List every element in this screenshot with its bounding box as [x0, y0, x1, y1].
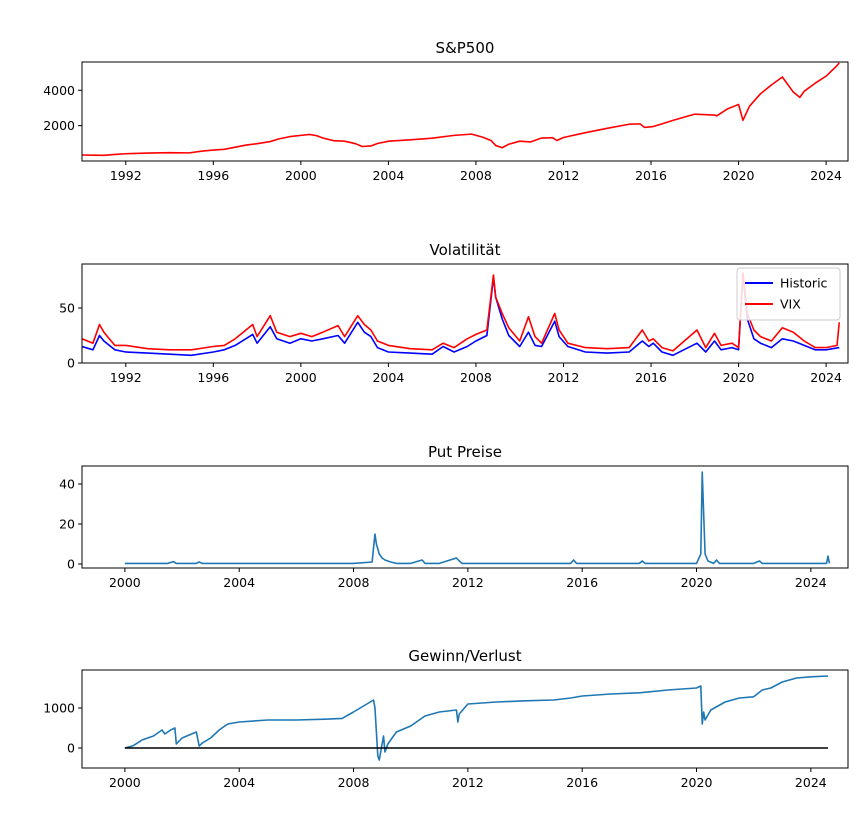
x-tick-label: 2004 — [223, 575, 255, 590]
chart-title: Put Preise — [428, 443, 502, 461]
legend: Historic VIX — [736, 267, 841, 321]
legend-box — [736, 267, 841, 321]
x-tick-label: 2024 — [795, 575, 827, 590]
y-tick-label: 0 — [67, 557, 75, 572]
subplot-3: Put Preise 2000 2004 2008 2012 2016 2020 2024 0 2… — [59, 443, 849, 590]
x-tick-label: 2020 — [723, 168, 755, 183]
x-tick-label: 2012 — [548, 370, 580, 385]
y-tick-label: 40 — [59, 477, 75, 492]
axes-frame — [81, 669, 849, 769]
x-tick-label: 2016 — [635, 370, 667, 385]
x-tick-label: 2012 — [452, 775, 484, 790]
series-group — [124, 471, 831, 565]
x-tick-label: 2000 — [109, 775, 141, 790]
x-tick-label: 2024 — [795, 775, 827, 790]
y-tick-label: 20 — [59, 517, 75, 532]
series-line-1 — [82, 62, 840, 157]
legend-entry: Historic — [780, 276, 828, 291]
x-tick-label: 2016 — [566, 575, 598, 590]
x-tick-label: 1996 — [197, 168, 229, 183]
x-tick-label: 2012 — [452, 575, 484, 590]
x-tick-label: 1992 — [110, 370, 142, 385]
axes-frame — [81, 465, 849, 569]
x-tick-label: 2020 — [723, 370, 755, 385]
x-tick-label: 2008 — [460, 370, 492, 385]
x-tick-label: 2004 — [372, 370, 404, 385]
legend-entry: VIX — [780, 297, 801, 312]
x-tick-label: 2024 — [810, 370, 842, 385]
x-tick-label: 2020 — [681, 775, 713, 790]
y-tick-label: 0 — [67, 741, 75, 756]
x-tick-label: 2000 — [285, 168, 317, 183]
series-line-vix — [82, 272, 841, 352]
x-tick-label: 2008 — [338, 775, 370, 790]
x-tick-label: 2000 — [109, 575, 141, 590]
x-tick-label: 2016 — [635, 168, 667, 183]
subplot-4: Gewinn/Verlust 2000 2004 2008 2012 2016 2020 20… — [43, 647, 849, 790]
y-tick-label: 1000 — [43, 701, 75, 716]
y-tick-label: 0 — [67, 356, 75, 371]
series-line-1 — [124, 471, 831, 565]
chart-title: Gewinn/Verlust — [408, 647, 521, 665]
x-tick-label: 2008 — [338, 575, 370, 590]
axes-frame — [81, 61, 849, 162]
x-tick-label: 2024 — [810, 168, 842, 183]
axes-frame — [81, 263, 849, 364]
series-group — [82, 62, 840, 157]
x-tick-label: 2008 — [460, 168, 492, 183]
x-tick-label: 2012 — [548, 168, 580, 183]
subplot-2: Volatilität 1992 1996 2000 2004 2008 2012 2016 2… — [59, 241, 849, 385]
y-tick-label: 4000 — [43, 83, 75, 98]
subplot-1: S&P500 1992 1996 2000 2004 2008 2012 2016 2020 20… — [43, 39, 849, 183]
chart-title: S&P500 — [436, 39, 495, 57]
x-tick-label: 2000 — [285, 370, 317, 385]
x-tick-label: 2016 — [566, 775, 598, 790]
x-tick-label: 2004 — [223, 775, 255, 790]
x-tick-label: 1992 — [110, 168, 142, 183]
series-group — [82, 272, 841, 357]
x-tick-label: 2020 — [681, 575, 713, 590]
x-tick-label: 2004 — [372, 168, 404, 183]
series-line-1 — [124, 675, 829, 761]
y-tick-label: 2000 — [43, 118, 75, 133]
series-group — [124, 675, 829, 761]
y-tick-label: 50 — [59, 301, 75, 316]
x-tick-label: 1996 — [197, 370, 229, 385]
chart-title: Volatilität — [430, 241, 501, 259]
